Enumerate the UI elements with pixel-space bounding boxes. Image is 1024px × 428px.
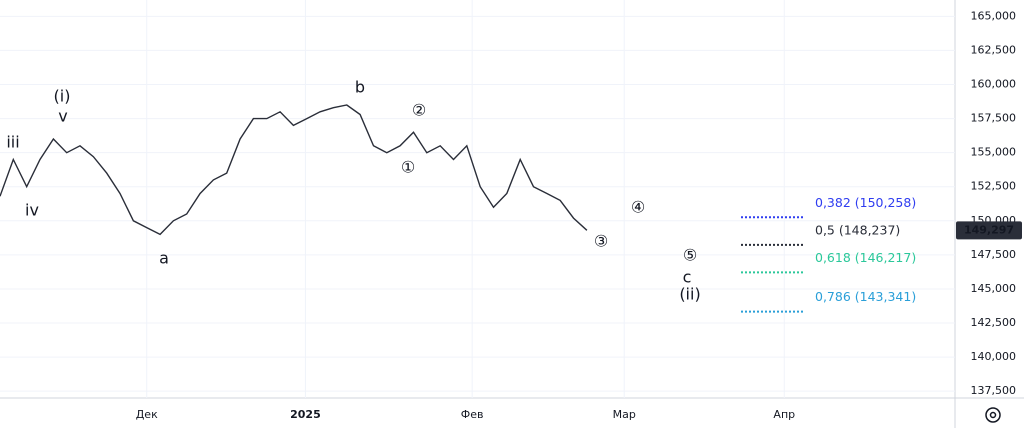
fib-level-label: 0,786 (143,341): [815, 289, 916, 304]
wave-label: v: [58, 107, 67, 126]
fib-level-label: 0,618 (146,217): [815, 250, 916, 265]
y-tick-label: 140,000: [971, 350, 1017, 363]
y-tick-label: 152,500: [971, 180, 1017, 193]
settings-icon[interactable]: [985, 407, 1001, 423]
x-tick-label: Апр: [773, 408, 795, 421]
y-tick-label: 155,000: [971, 146, 1017, 159]
fib-level-label: 0,382 (150,258): [815, 195, 916, 210]
fib-level-label: 0,5 (148,237): [815, 222, 900, 237]
wave-label: iii: [6, 133, 19, 152]
wave-label: iv: [25, 201, 39, 220]
x-tick-label: Фев: [461, 408, 484, 421]
y-tick-label: 145,000: [971, 282, 1017, 295]
y-tick-label: 162,500: [971, 43, 1017, 56]
wave-label: (ii): [679, 285, 700, 304]
wave-label: c: [683, 268, 692, 287]
x-tick-label: Мар: [613, 408, 636, 421]
wave-label: ⑤: [683, 246, 697, 265]
price-line: [0, 104, 588, 236]
last-price-label: 149,297: [964, 223, 1014, 236]
y-tick-label: 137,500: [971, 384, 1017, 397]
wave-label: ④: [631, 198, 645, 217]
wave-label: ③: [594, 232, 608, 251]
y-tick-label: 160,000: [971, 78, 1017, 91]
wave-label: (i): [54, 87, 71, 106]
settings-icon-center: [989, 411, 997, 419]
y-tick-label: 142,500: [971, 316, 1017, 329]
settings-button[interactable]: [985, 407, 1001, 423]
wave-label: a: [159, 249, 169, 268]
last-price-badge: [956, 221, 1022, 240]
grid: [0, 0, 955, 398]
x-tick-label: 2025: [290, 408, 321, 421]
y-tick-label: 157,500: [971, 112, 1017, 125]
x-tick-label: Дек: [136, 408, 158, 421]
wave-label: ②: [412, 101, 426, 120]
wave-label: ①: [401, 158, 415, 177]
y-tick-label: 147,500: [971, 248, 1017, 261]
y-tick-label: 165,000: [971, 9, 1017, 22]
wave-label: b: [355, 78, 365, 97]
